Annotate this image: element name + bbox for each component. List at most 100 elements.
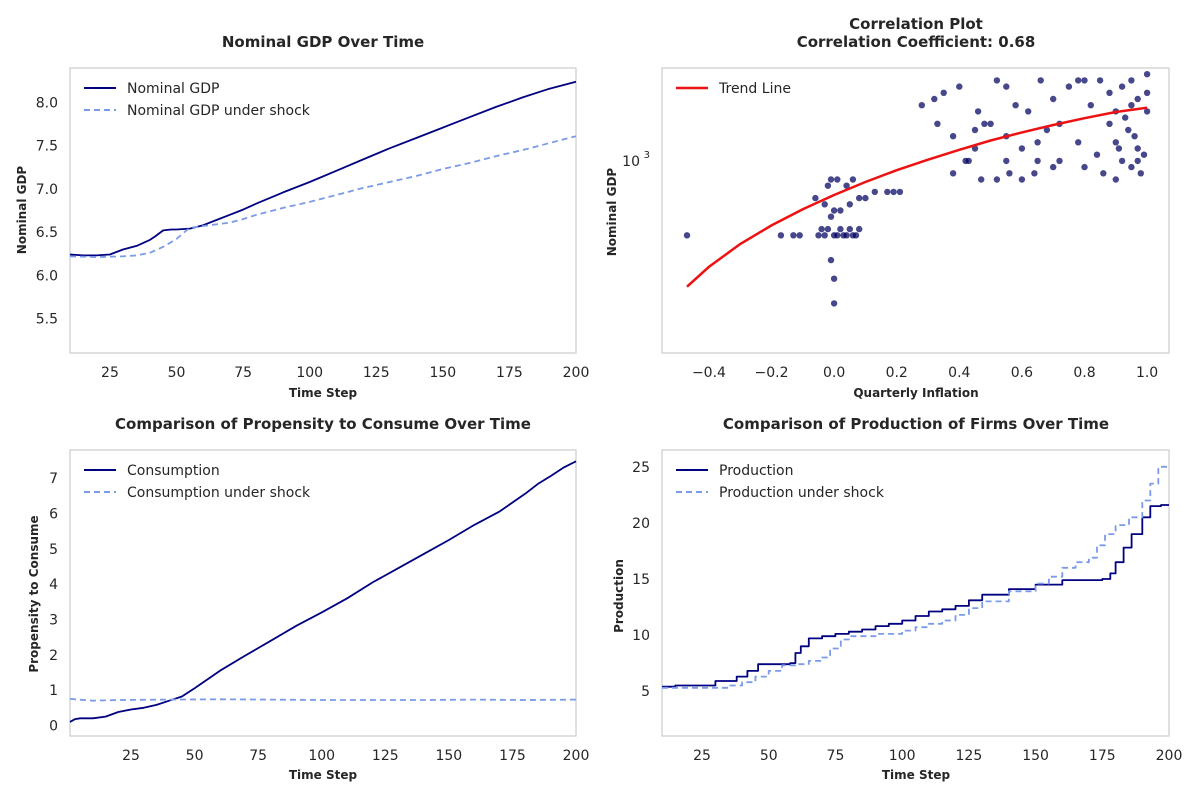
scatter-point [1043, 126, 1051, 134]
plot-area [661, 67, 1170, 354]
chart-title: Comparison of Propensity to Consume Over… [115, 415, 531, 433]
legend-label-production-shock: Production under shock [719, 485, 885, 501]
scatter-point [1037, 77, 1044, 84]
scatter-point [843, 182, 850, 189]
scatter-point [1100, 170, 1107, 177]
scatter-point [1081, 163, 1088, 171]
x-tick-label: 150 [429, 365, 456, 381]
scatter-point [981, 120, 988, 128]
y-tick-exponent: 3 [644, 150, 650, 161]
x-tick-label: 125 [372, 748, 399, 764]
x-tick-label: 75 [827, 748, 845, 764]
scatter-point [1134, 157, 1141, 165]
scatter-point [934, 120, 941, 128]
x-tick-label: 25 [693, 748, 711, 764]
scatter-point [1018, 176, 1026, 183]
legend: Trend Line [676, 81, 791, 97]
scatter-point [1143, 108, 1151, 115]
production-of-firms-chart: Comparison of Production of Firms Over T… [612, 415, 1182, 782]
scatter-point [1034, 157, 1041, 165]
scatter-point [871, 188, 878, 196]
scatter-point [1112, 176, 1120, 183]
x-tick-label: 100 [308, 748, 335, 764]
scatter-point [815, 232, 822, 239]
scatter-point [1128, 77, 1135, 84]
scatter-point [1075, 139, 1082, 146]
scatter-point [837, 207, 844, 214]
x-axis-label: Time Step [289, 386, 358, 400]
plot-area [69, 449, 577, 737]
x-tick-label: 25 [101, 365, 119, 381]
scatter-point [1031, 170, 1038, 177]
scatter-point [837, 225, 844, 233]
x-tick-label: 0.8 [1073, 365, 1095, 381]
legend: Consumption Consumption under shock [84, 463, 311, 501]
x-tick-label: −0.2 [755, 365, 789, 381]
scatter-point [949, 133, 957, 140]
scatter-point [824, 225, 832, 233]
scatter-point [949, 170, 957, 177]
y-tick-label: 7.0 [36, 182, 58, 198]
series-line-consumption-under-shock [69, 698, 577, 702]
legend-label-nominal-gdp-shock: Nominal GDP under shock [127, 103, 311, 119]
y-tick-label: 2 [49, 648, 58, 664]
scatter-point [978, 176, 985, 183]
x-tick-label: 0.6 [1011, 365, 1033, 381]
chart-title: Nominal GDP Over Time [222, 33, 424, 51]
x-tick-label: 1.0 [1136, 365, 1158, 381]
series-line-production [662, 504, 1169, 688]
scatter-point [1056, 157, 1063, 165]
y-tick-label: 0 [49, 718, 58, 734]
y-tick-label: 7 [49, 471, 58, 487]
scatter-point [824, 182, 832, 189]
plot-area [661, 449, 1170, 737]
scatter-point [846, 225, 853, 233]
scatter-point [1034, 139, 1041, 146]
scatter-point [830, 300, 838, 307]
y-axis-label: Production [612, 559, 626, 633]
x-tick-label: 0.2 [886, 365, 908, 381]
scatter-point [1018, 145, 1026, 152]
y-tick-label: 5 [49, 542, 58, 558]
series-line-consumption [69, 460, 577, 723]
x-tick-label: 175 [1089, 748, 1116, 764]
scatter-point [849, 176, 857, 183]
scatter-point [827, 176, 835, 183]
y-axis-label: Nominal GDP [15, 166, 29, 255]
y-tick-label: 20 [632, 516, 650, 532]
scatter-point [821, 232, 828, 239]
scatter-point [940, 89, 947, 97]
scatter-point [1137, 170, 1145, 177]
x-tick-label: 125 [956, 748, 983, 764]
scatter-point [830, 207, 838, 214]
scatter-point [1106, 89, 1113, 97]
trend-line [686, 106, 1148, 288]
scatter-point [1106, 120, 1113, 128]
scatter-point [818, 225, 825, 233]
scatter-point [821, 201, 828, 208]
scatter-point [1118, 83, 1126, 90]
x-tick-label: 50 [760, 748, 778, 764]
scatter-point [1012, 102, 1019, 109]
y-axis-label: Propensity to Consume [27, 515, 41, 672]
scatter-point [1125, 126, 1132, 134]
scatter-point [890, 188, 897, 196]
x-tick-label: 100 [889, 748, 916, 764]
scatter-point [896, 188, 904, 196]
legend: Production Production under shock [676, 463, 885, 501]
plot-area [69, 67, 577, 354]
scatter-point [1134, 95, 1141, 103]
x-tick-label: 175 [499, 748, 526, 764]
scatter-point [974, 108, 982, 115]
y-tick-label: 10 [632, 628, 650, 644]
scatter-point [790, 232, 797, 239]
scatter-point [1093, 151, 1101, 158]
x-tick-label: 125 [363, 365, 390, 381]
y-tick-label: 5.5 [36, 311, 58, 327]
scatter-point [956, 83, 963, 90]
scatter-point [987, 120, 994, 128]
y-tick-label: 4 [49, 577, 58, 593]
scatter-point [1112, 139, 1120, 146]
scatter-point [918, 102, 925, 109]
scatter-point [1128, 163, 1135, 171]
